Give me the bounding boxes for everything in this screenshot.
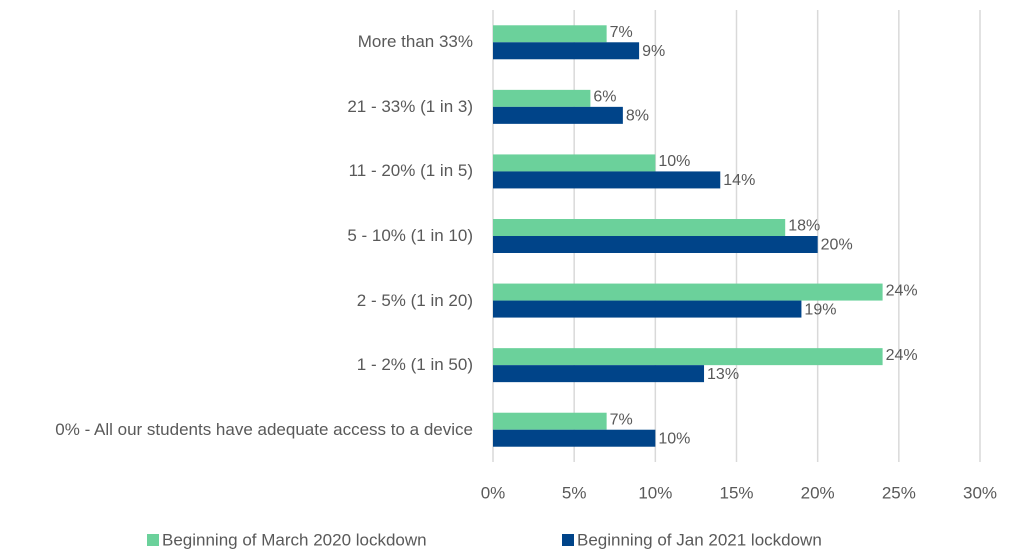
- y-tick-label: 1 - 2% (1 in 50): [356, 355, 473, 375]
- category-label-box: 0% - All our students have adequate acce…: [10, 419, 473, 441]
- data-label: 20%: [821, 237, 853, 254]
- category-label-box: 21 - 33% (1 in 3): [10, 96, 473, 118]
- x-tick-label: 10%: [638, 483, 672, 502]
- bar: [493, 429, 656, 447]
- x-tick-label: 25%: [882, 483, 916, 502]
- legend-label: Beginning of Jan 2021 lockdown: [577, 530, 822, 549]
- bar: [493, 283, 883, 301]
- y-tick-label: 0% - All our students have adequate acce…: [55, 419, 473, 439]
- bar: [493, 412, 607, 430]
- y-tick-label: 2 - 5% (1 in 20): [356, 290, 473, 310]
- category-label-box: 11 - 20% (1 in 5): [10, 160, 473, 182]
- bar: [493, 106, 623, 124]
- data-label: 13%: [707, 366, 739, 383]
- x-tick-label: 30%: [963, 483, 997, 502]
- data-label: 10%: [658, 153, 690, 170]
- bar: [493, 236, 818, 253]
- bar: [493, 25, 607, 43]
- bar: [493, 300, 802, 318]
- x-tick-label: 20%: [801, 483, 835, 502]
- y-tick-label: 5 - 10% (1 in 10): [347, 226, 473, 245]
- bar: [493, 219, 786, 236]
- data-label: 9%: [642, 43, 665, 60]
- y-tick-label: 21 - 33% (1 in 3): [347, 96, 473, 116]
- category-label-box: 2 - 5% (1 in 20): [10, 290, 473, 312]
- category-label-box: More than 33%: [10, 31, 473, 53]
- category-label-box: 1 - 2% (1 in 50): [10, 354, 473, 376]
- data-label: 14%: [723, 172, 755, 189]
- data-label: 7%: [610, 24, 633, 41]
- data-label: 19%: [804, 301, 836, 318]
- legend-swatch: [562, 534, 574, 546]
- data-label: 7%: [610, 411, 633, 428]
- category-label-box: 5 - 10% (1 in 10): [10, 225, 473, 247]
- data-label: 24%: [886, 347, 918, 364]
- bar: [493, 365, 705, 383]
- legend-label: Beginning of March 2020 lockdown: [162, 530, 427, 549]
- bar: [493, 42, 640, 60]
- x-tick-label: 15%: [719, 483, 753, 502]
- y-tick-label: More than 33%: [357, 32, 473, 52]
- bar: [493, 348, 883, 366]
- bar: [493, 154, 656, 172]
- legend-swatch: [147, 534, 159, 546]
- x-tick-label: 5%: [562, 483, 587, 502]
- data-label: 10%: [658, 430, 690, 447]
- data-label: 24%: [886, 282, 918, 299]
- y-tick-label: 11 - 20% (1 in 5): [348, 161, 473, 181]
- bar: [493, 171, 721, 189]
- data-label: 8%: [626, 108, 649, 125]
- bar: [493, 89, 591, 107]
- x-tick-label: 0%: [481, 483, 506, 502]
- data-label: 18%: [788, 218, 820, 235]
- data-label: 6%: [593, 89, 616, 106]
